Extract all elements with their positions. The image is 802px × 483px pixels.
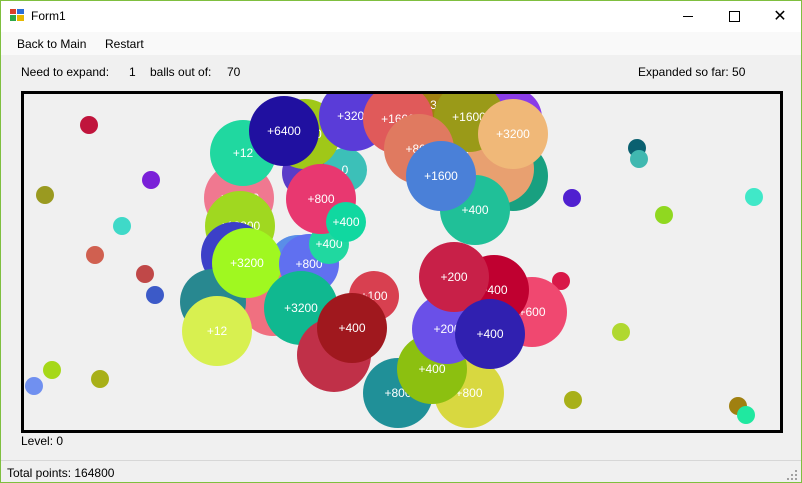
ball-points-label: +200 [433, 322, 460, 336]
minimize-button[interactable] [665, 1, 711, 32]
expanded-ball[interactable] [406, 141, 476, 211]
total-points-label: Total points: 164800 [7, 466, 115, 480]
ball-points-label: +400 [461, 203, 488, 217]
moving-ball[interactable] [655, 206, 673, 224]
ball-points-label: +1600 [424, 169, 458, 183]
ball-points-label: +3200 [230, 256, 264, 270]
moving-ball[interactable] [142, 171, 160, 189]
moving-ball[interactable] [136, 265, 154, 283]
need-to-expand-value: 1 [129, 65, 136, 79]
ball-points-label: +12 [207, 324, 228, 338]
menu-bar: Back to Main Restart [1, 32, 801, 55]
close-button[interactable]: ✕ [757, 1, 801, 32]
expanded-ball[interactable] [455, 299, 525, 369]
moving-ball[interactable] [43, 361, 61, 379]
ball-points-label: +3200 [284, 301, 318, 315]
need-to-expand-label: Need to expand: [21, 65, 110, 79]
game-canvas[interactable]: +25600+12+12800+12+3200+800+32000+1600+4… [21, 91, 783, 433]
moving-ball[interactable] [630, 150, 648, 168]
moving-ball[interactable] [564, 391, 582, 409]
moving-ball[interactable] [612, 323, 630, 341]
ball-points-label: +400 [315, 237, 342, 251]
moving-ball[interactable] [552, 272, 570, 290]
close-icon: ✕ [773, 7, 787, 25]
ball-points-label: +3200 [337, 109, 371, 123]
level-label: Level: 0 [21, 434, 64, 448]
moving-ball[interactable] [91, 370, 109, 388]
ball-points-label: +12 [233, 146, 254, 160]
ball-points-label: +200 [440, 270, 467, 284]
expanded-ball[interactable] [478, 99, 548, 169]
balls-layer: +25600+12+12800+12+3200+800+32000+1600+4… [25, 94, 763, 428]
moving-ball[interactable] [36, 186, 54, 204]
ball-points-label: +400 [338, 321, 365, 335]
minimize-icon [683, 16, 693, 17]
ball-points-label: +3200 [496, 127, 530, 141]
expanded-ball[interactable] [249, 96, 319, 166]
ball-points-label: +400 [418, 362, 445, 376]
ball-points-label: +1600 [452, 110, 486, 124]
moving-ball[interactable] [80, 116, 98, 134]
balls-total-value: 70 [227, 65, 241, 79]
balls-out-of-label: balls out of: [150, 65, 212, 79]
menu-restart[interactable]: Restart [105, 37, 144, 51]
ball-points-label: 0 [342, 163, 349, 177]
expanded-ball[interactable] [317, 293, 387, 363]
ball-points-label: +800 [455, 386, 482, 400]
status-bar: Total points: 164800 [1, 460, 801, 482]
expanded-ball[interactable] [182, 296, 252, 366]
maximize-icon [728, 11, 740, 22]
moving-ball[interactable] [86, 246, 104, 264]
ball-points-label: +6400 [267, 124, 301, 138]
expanded-ball[interactable] [326, 202, 366, 242]
moving-ball[interactable] [745, 188, 763, 206]
ball-points-label: +800 [307, 192, 334, 206]
app-icon [10, 9, 24, 21]
menu-back-to-main[interactable]: Back to Main [17, 37, 87, 51]
ball-points-label: +800 [295, 257, 322, 271]
moving-ball[interactable] [737, 406, 755, 424]
title-bar: Form1 ✕ [1, 1, 801, 32]
ball-points-label: +400 [476, 327, 503, 341]
maximize-button[interactable] [711, 1, 757, 32]
moving-ball[interactable] [113, 217, 131, 235]
expanded-ball[interactable] [212, 228, 282, 298]
moving-ball[interactable] [25, 377, 43, 395]
ball-points-label: +400 [332, 215, 359, 229]
window-title: Form1 [31, 9, 66, 23]
resize-grip-icon[interactable] [787, 470, 797, 480]
expanded-ball[interactable] [419, 242, 489, 312]
ball-points-label: +600 [518, 305, 545, 319]
expanded-so-far-label: Expanded so far: 50 [638, 65, 746, 79]
moving-ball[interactable] [563, 189, 581, 207]
moving-ball[interactable] [146, 286, 164, 304]
